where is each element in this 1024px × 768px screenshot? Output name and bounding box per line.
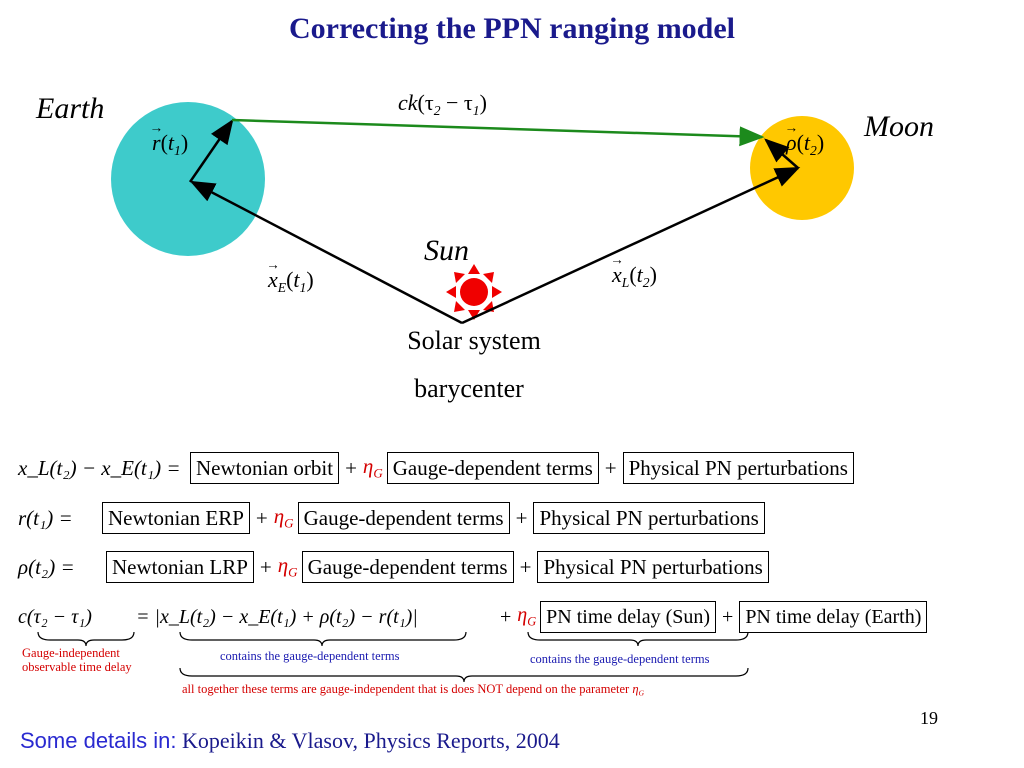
tau-sub-2: 2 [433, 102, 441, 118]
equation-row-3: ρ(t₂) = Newtonian LRP + ηG Gauge-dependen… [18, 551, 769, 583]
xE-t1-label: xE(t1) [268, 267, 314, 296]
tau-open: (τ [417, 90, 434, 115]
brace-left [37, 631, 135, 647]
brace-mid [179, 631, 467, 647]
barycenter-caption-1: Solar system [407, 326, 541, 355]
delay-mid: = |x_L(t₂) − x_E(t₁) + ρ(t₂) − r(t₁)| [136, 605, 418, 628]
gauge-independent-note-1: Gauge-independent [22, 646, 120, 660]
equation-lhs: r(t₁) = [18, 505, 73, 530]
eta-g-symbol: ηG [517, 604, 537, 629]
diagram-canvas [111, 102, 854, 325]
rho-symbol: ρ [786, 130, 797, 156]
tau-sub-1: 1 [472, 102, 480, 118]
eta-g-symbol: ηG [277, 553, 298, 580]
gauge-dependent-box: Gauge-dependent terms [386, 452, 599, 484]
brace-all [179, 667, 749, 683]
footer-citation: Kopeikin & Vlasov, Physics Reports, 2004 [182, 728, 560, 753]
braces-canvas [37, 631, 749, 683]
footer-label: Some details in: [20, 728, 177, 753]
newtonian-erp-box: Newtonian ERP [102, 502, 250, 534]
pn-delay-earth-box: PN time delay (Earth) [739, 601, 928, 633]
xE-symbol: x [268, 267, 278, 293]
light-path-arrow [231, 118, 765, 147]
xE-vector-arrow [189, 180, 463, 325]
physical-pn-box: Physical PN perturbations [537, 551, 769, 583]
newtonian-orbit-box: Newtonian orbit [190, 452, 340, 484]
all-together-text: all together these terms are gauge-indep… [182, 682, 630, 696]
equation-row-1: x_L(t₂) − x_E(t₁) = Newtonian orbit + ηG … [18, 452, 854, 484]
earth-label: Earth [36, 92, 105, 125]
sun-label: Sun [424, 234, 469, 267]
pn-delay-sun-box: PN time delay (Sun) [540, 601, 717, 633]
all-together-note: all together these terms are gauge-indep… [182, 682, 645, 698]
r-symbol: r [152, 130, 161, 156]
barycenter-caption-2: barycenter [414, 374, 524, 403]
contains-gauge-note-1: contains the gauge-dependent terms [220, 649, 400, 663]
rho-t2-label: ρ(t2) [786, 130, 824, 159]
newtonian-lrp-box: Newtonian LRP [106, 551, 254, 583]
delay-equation-row: c(τ₂ − τ₁) = |x_L(t₂) − x_E(t₁) + ρ(t₂) … [18, 601, 928, 633]
slide-title: Correcting the PPN ranging model [288, 12, 736, 45]
r-vector-arrow [188, 118, 234, 183]
physical-pn-box: Physical PN perturbations [533, 502, 765, 534]
gauge-independent-note-2: observable time delay [22, 660, 132, 674]
tau-minus: − τ [440, 90, 473, 115]
delay-lhs: c(τ₂ − τ₁) [18, 605, 92, 628]
contains-gauge-note-2: contains the gauge-dependent terms [530, 652, 710, 666]
gauge-dependent-box: Gauge-dependent terms [297, 502, 510, 534]
ck-symbol: ck [398, 90, 418, 115]
equation-lhs: x_L(t₂) − x_E(t₁) = [18, 455, 181, 480]
eta-g-symbol: ηG [273, 504, 294, 531]
xL-vector-arrow [461, 166, 801, 325]
gauge-dependent-box: Gauge-dependent terms [301, 551, 514, 583]
r-t1-label: r(t1) [152, 130, 188, 159]
sun-icon [446, 264, 502, 320]
page-number: 19 [920, 708, 938, 728]
tau-close: ) [479, 90, 487, 115]
xL-symbol: x [612, 262, 622, 288]
eta-g-symbol: ηG [362, 454, 383, 481]
footer-reference: Some details in: Kopeikin & Vlasov, Phys… [20, 728, 560, 754]
ck-tau-label: ck(τ2 − τ1) [398, 90, 487, 119]
moon-label: Moon [864, 110, 934, 143]
earth-disc [111, 102, 265, 256]
brace-right [527, 631, 749, 647]
equation-row-2: r(t₁) = Newtonian ERP + ηG Gauge-dependen… [18, 502, 765, 534]
physical-pn-box: Physical PN perturbations [622, 452, 854, 484]
rho-vector-arrow [764, 138, 799, 169]
xL-t2-label: xL(t2) [612, 262, 657, 291]
xE-sub: E [277, 279, 287, 295]
xL-sub: L [621, 274, 630, 290]
equation-lhs: ρ(t₂) = [18, 554, 75, 579]
